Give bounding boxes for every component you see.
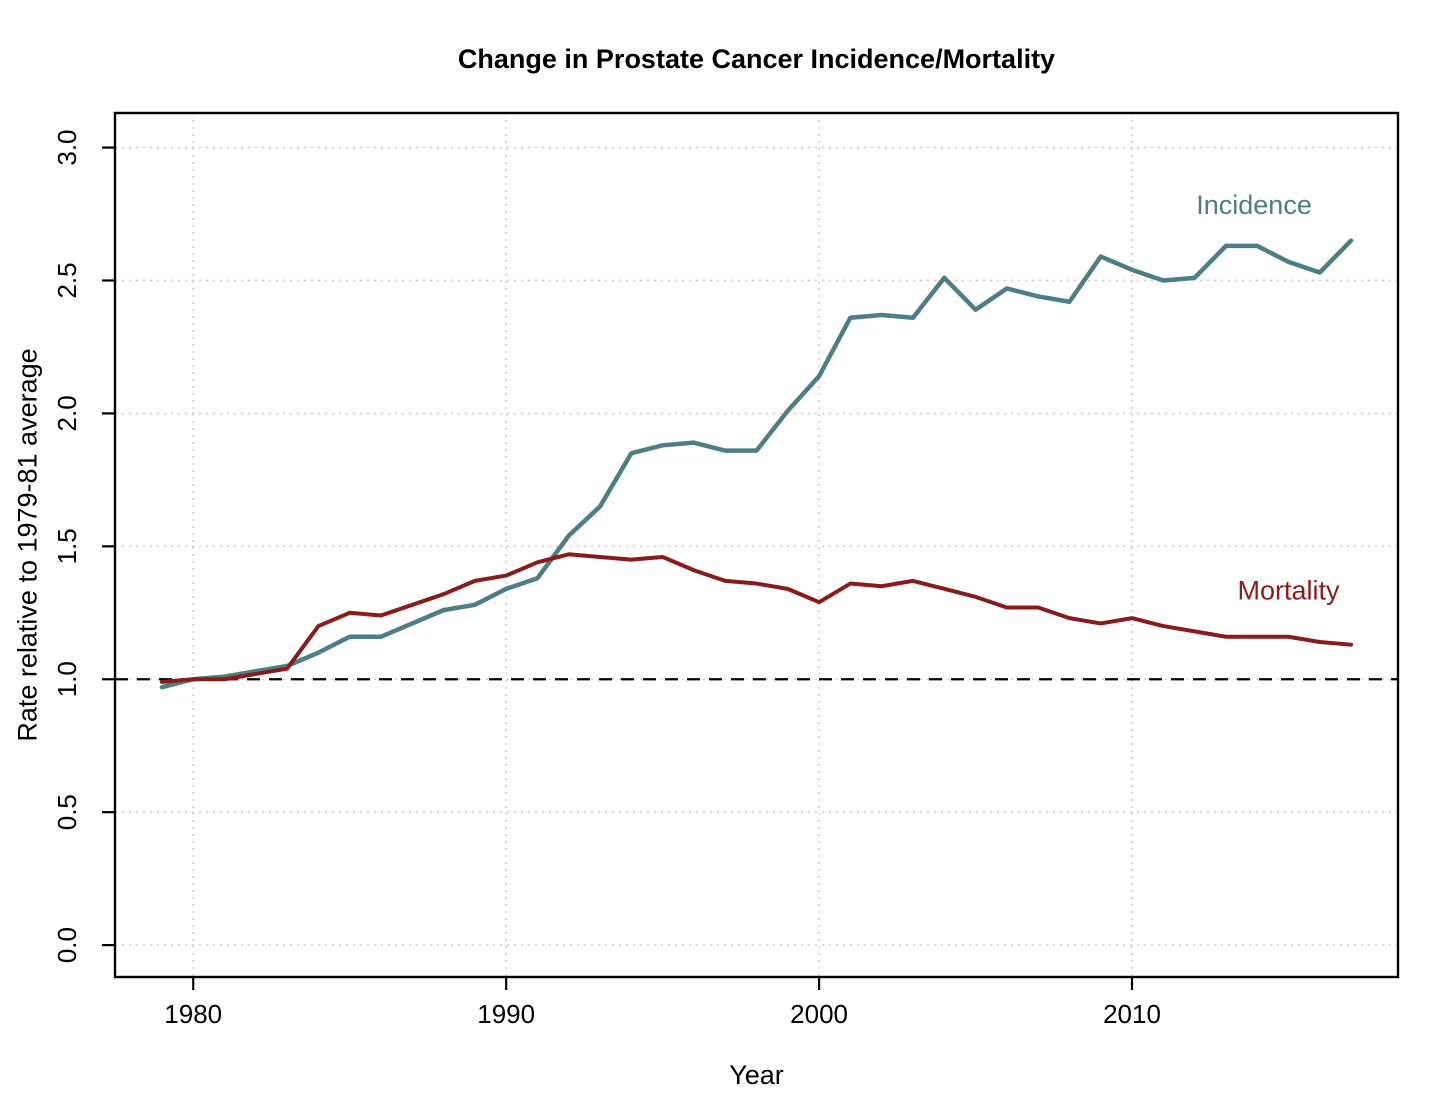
y-axis-label: Rate relative to 1979-81 average [12, 348, 43, 742]
y-tick-label: 0.0 [52, 927, 82, 963]
x-tick-label: 2010 [1103, 999, 1161, 1029]
plot-border [113, 111, 1400, 979]
y-tick-label: 2.5 [52, 262, 82, 298]
y-tick-label: 3.0 [52, 129, 82, 165]
y-tick-label: 1.0 [52, 661, 82, 697]
mortality-line [159, 552, 1354, 684]
y-tick-label: 2.0 [52, 395, 82, 431]
y-tick-label: 0.5 [52, 794, 82, 830]
x-tick-label: 2000 [790, 999, 848, 1029]
x-axis-label: Year [729, 1060, 784, 1090]
incidence-label: Incidence [1196, 190, 1312, 220]
incidence-line [159, 238, 1354, 690]
y-tick-label: 1.5 [52, 528, 82, 564]
mortality-label: Mortality [1237, 575, 1340, 605]
chart-title: Change in Prostate Cancer Incidence/Mort… [457, 44, 1056, 74]
x-tick-label: 1980 [164, 999, 222, 1029]
x-tick-label: 1990 [477, 999, 535, 1029]
